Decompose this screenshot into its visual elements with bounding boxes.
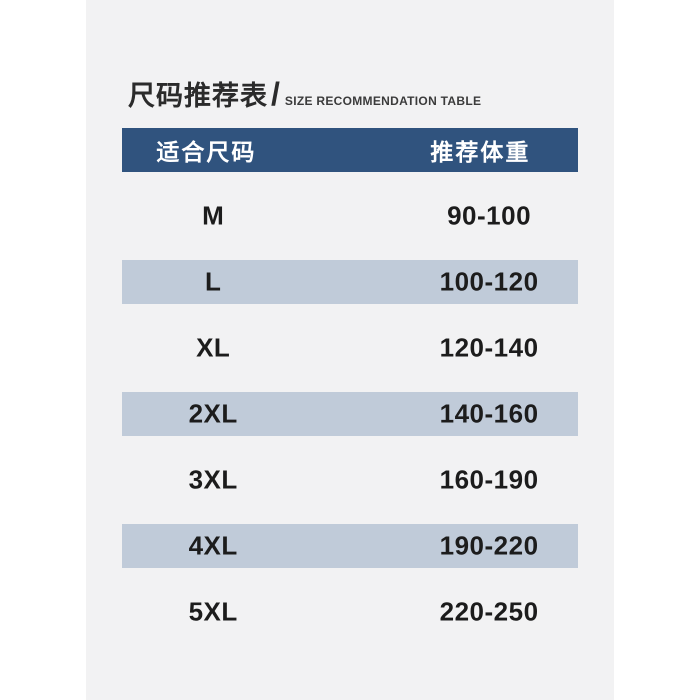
size-cell: 4XL [188, 530, 238, 561]
size-cell: 3XL [188, 464, 238, 495]
weight-cell: 90-100 [447, 200, 532, 231]
table-row: L 100-120 [122, 260, 578, 304]
size-cell: L [204, 266, 222, 297]
weight-cell: 220-250 [439, 596, 539, 627]
weight-cell: 160-190 [439, 464, 539, 495]
title-chinese: 尺码推荐表 [128, 81, 268, 111]
table-row: XL 120-140 [122, 326, 578, 370]
weight-cell: 100-120 [439, 266, 539, 297]
table-row: 2XL 140-160 [122, 392, 578, 436]
table-header-row: 适合尺码 推荐体重 [122, 128, 578, 172]
table-row: 5XL 220-250 [122, 590, 578, 634]
table-row: 3XL 160-190 [122, 458, 578, 502]
weight-cell: 140-160 [439, 398, 539, 429]
header-weight-column: 推荐体重 [430, 139, 531, 165]
size-recommendation-table: 适合尺码 推荐体重 M 90-100 L 100-120 XL 120-140 … [122, 128, 578, 634]
header-size-column: 适合尺码 [156, 139, 257, 165]
size-cell: 5XL [188, 596, 238, 627]
table-row: 4XL 190-220 [122, 524, 578, 568]
title-english: SIZE RECOMMENDATION TABLE [284, 94, 482, 108]
weight-cell: 190-220 [439, 530, 539, 561]
weight-cell: 120-140 [439, 332, 539, 363]
content-panel: 尺码推荐表 / SIZE RECOMMENDATION TABLE 适合尺码 推… [86, 0, 614, 700]
size-cell: 2XL [188, 398, 238, 429]
table-row: M 90-100 [122, 194, 578, 238]
size-cell: M [202, 200, 225, 231]
title-divider-slash: / [271, 76, 280, 112]
page-title: 尺码推荐表 / SIZE RECOMMENDATION TABLE [86, 0, 614, 112]
size-cell: XL [196, 332, 231, 363]
